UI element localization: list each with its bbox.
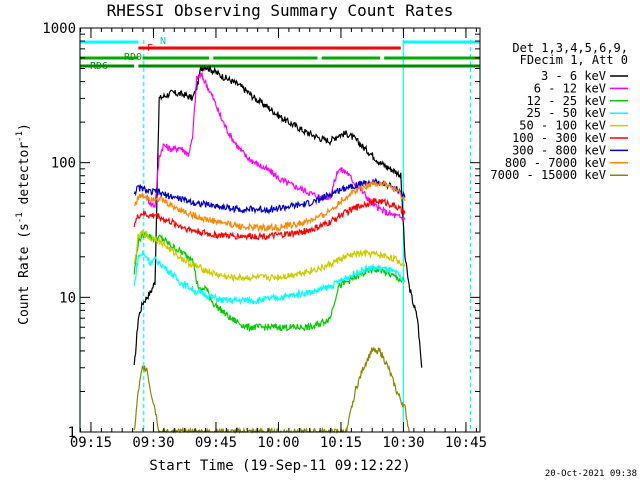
flag-label-n: N: [160, 36, 166, 47]
y-axis-label-end: ): [17, 123, 32, 131]
y-tick-label-0: 1: [68, 425, 76, 441]
legend-header-2: FDecim 1, Att 0: [520, 53, 628, 67]
axes: 1 10 100 1000 09:15 09:30 09:45 10:00 10:15 10:30…: [42, 21, 487, 451]
y-axis-label-main: Count Rate (s: [17, 223, 32, 325]
flag-label-rd0: RD0: [124, 52, 142, 63]
footer-date: 20-Oct-2021 09:38: [545, 469, 637, 479]
series-line-0: [133, 65, 423, 368]
y-axis-label: Count Rate (s-1 detector-1): [15, 123, 32, 325]
legend-label-6: 300 - 800 keV: [512, 143, 606, 157]
y-tick-label-2: 100: [51, 156, 76, 172]
x-tick-label-5: 10:30: [382, 435, 424, 451]
legend: Det 1,3,4,5,6,9, FDecim 1, Att 0 3 - 6 k…: [490, 41, 628, 182]
series-line-3: [133, 249, 406, 306]
y-axis-label-tail: detector: [17, 142, 32, 213]
y-tick-label-1: 10: [59, 290, 76, 306]
plot-area: NF RD0 RD6: [79, 36, 480, 435]
legend-label-0: 3 - 6 keV: [541, 69, 606, 83]
chart-title: RHESSI Observing Summary Count Rates: [107, 1, 454, 20]
legend-label-8: 7000 - 15000 keV: [490, 168, 606, 182]
series-line-6: [133, 177, 406, 215]
legend-label-5: 100 - 300 keV: [512, 131, 606, 145]
y-tick-label-3: 1000: [42, 21, 76, 37]
x-tick-label-1: 09:30: [132, 435, 174, 451]
x-tick-label-4: 10:15: [320, 435, 362, 451]
series-line-5: [133, 197, 406, 241]
legend-header-1: Det 1,3,4,5,6,9,: [512, 41, 628, 55]
series-line-4: [133, 229, 406, 283]
x-axis-label: Start Time (19-Sep-11 09:12:22): [149, 458, 410, 474]
y-axis-label-sup-1: -1: [15, 212, 25, 223]
plot-frame: [79, 27, 481, 433]
legend-label-1: 6 - 12 keV: [534, 81, 606, 95]
x-tick-label-0: 09:15: [70, 435, 112, 451]
series-line-7: [134, 179, 406, 233]
legend-label-3: 25 - 50 keV: [527, 106, 606, 120]
flag-label-rd6: RD6: [90, 61, 108, 72]
legend-label-7: 800 - 7000 keV: [505, 156, 606, 170]
y-axis-label-sup-2: -1: [15, 131, 25, 142]
x-tick-label-2: 09:45: [195, 435, 237, 451]
x-tick-label-6: 10:45: [445, 435, 487, 451]
legend-label-2: 12 - 25 keV: [527, 94, 606, 108]
flag-label-f: F: [147, 43, 153, 54]
legend-label-4: 50 - 100 keV: [519, 119, 606, 133]
x-tick-label-3: 10:00: [257, 435, 299, 451]
